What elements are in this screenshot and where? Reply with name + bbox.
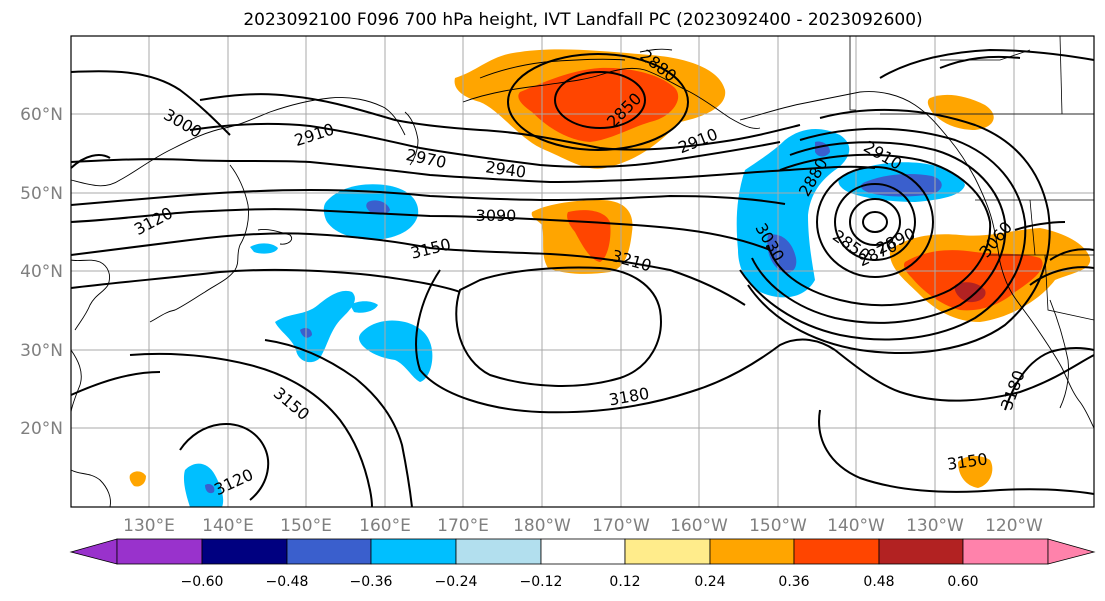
latitude-labels: 20°N 30°N 40°N 50°N 60°N [20,105,63,439]
colorbar-segment [793,538,880,565]
lat-label-20n: 20°N [20,419,63,439]
colorbar-segment [116,538,203,565]
political-boundaries [849,35,1095,321]
lat-label-60n: 60°N [20,105,63,125]
colorbar-tick: 0.48 [863,574,894,590]
lon-label: 140°E [202,516,254,536]
lon-label: 120°W [985,516,1043,536]
colorbar-tick-labels: −0.60 −0.48 −0.36 −0.24 −0.12 0.12 0.24 … [181,574,979,590]
lat-label-40n: 40°N [20,262,63,282]
colorbar-tick: −0.12 [520,574,563,590]
lon-label: 180°W [513,516,571,536]
lat-label-50n: 50°N [20,184,63,204]
colorbar-segment [624,538,711,565]
colorbar-segment [201,538,288,565]
lon-label: 160°W [670,516,728,536]
colorbar-tick: 0.60 [947,574,978,590]
colorbar-segment [540,538,626,565]
colorbar-segment [709,538,795,565]
colorbar-segment [455,538,542,565]
colorbar [69,538,1096,565]
colorbar-extend-high [1047,538,1096,565]
colorbar-tick: −0.36 [350,574,393,590]
colorbar-segment [286,538,372,565]
colorbar-extend-low [69,538,118,565]
lon-label: 170°W [592,516,650,536]
height-contours [70,48,1095,508]
colorbar-tick: 0.12 [609,574,640,590]
lon-label: 130°W [906,516,964,536]
colorbar-tick: −0.24 [435,574,478,590]
colorbar-segment [878,538,964,565]
colorbar-tick: 0.36 [778,574,809,590]
lat-label-30n: 30°N [20,341,63,361]
longitude-labels: 130°E 140°E 150°E 160°E 170°E 180°W 170°… [123,516,1043,536]
lon-label: 150°W [749,516,807,536]
colorbar-tick: 0.24 [694,574,725,590]
lon-label: 150°E [280,516,332,536]
lon-label: 160°E [359,516,411,536]
lon-label: 170°E [437,516,489,536]
colorbar-segment [370,538,457,565]
colorbar-tick: −0.60 [181,574,224,590]
lon-label: 130°E [123,516,175,536]
colorbar-tick: −0.48 [266,574,309,590]
colorbar-segment [962,538,1049,565]
map-title: 2023092100 F096 700 hPa height, IVT Land… [243,10,922,30]
map-panel: 3000 2910 2970 2940 3120 3090 3150 3210 … [70,35,1095,508]
contour-label: 3090 [476,206,517,225]
lon-label: 140°W [827,516,885,536]
negative-anomaly-subtropical [275,290,355,363]
